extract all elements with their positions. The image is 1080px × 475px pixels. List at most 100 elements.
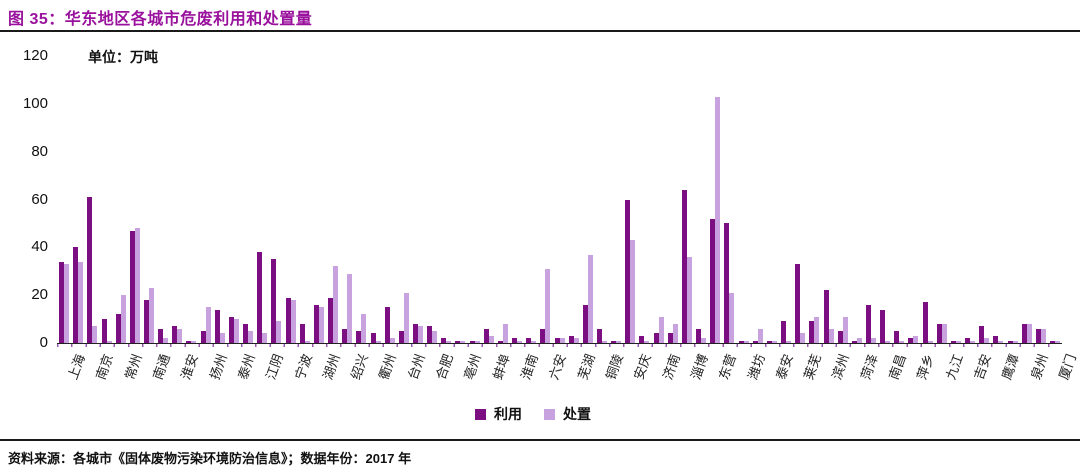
bar-group [878, 56, 892, 343]
bar-utilization [512, 338, 518, 343]
bar-utilization [214, 309, 220, 343]
bar-disposal [814, 316, 820, 343]
bar-disposal [828, 328, 834, 343]
bar-disposal [559, 338, 565, 343]
bar-group [892, 56, 906, 343]
x-axis-label: 上海 [64, 352, 88, 382]
bar-disposal [899, 340, 905, 343]
y-axis-tick: 80 [31, 142, 48, 160]
bar-disposal [389, 338, 395, 343]
x-axis-label: 常州 [121, 352, 145, 382]
bar-disposal [531, 340, 537, 343]
bar-group [906, 56, 920, 343]
bar-utilization [993, 335, 999, 343]
bar-utilization [1035, 328, 1041, 343]
x-axis-label: 扬州 [206, 352, 230, 382]
bar-group [85, 56, 99, 343]
x-axis-label: 淄博 [687, 352, 711, 382]
bar-utilization [979, 326, 985, 343]
bar-utilization [653, 333, 659, 343]
bar-disposal [432, 331, 438, 343]
bar-utilization [795, 264, 801, 343]
bar-utilization [228, 316, 234, 343]
bar-disposal [786, 340, 792, 343]
bar-utilization [1021, 323, 1027, 343]
bar-utilization [908, 338, 914, 343]
bar-utilization [469, 340, 475, 343]
bar-utilization [667, 333, 673, 343]
bar-disposal [417, 326, 423, 343]
bar-group [453, 56, 467, 343]
bar-group [963, 56, 977, 343]
bar-utilization [257, 252, 263, 343]
bar-disposal [163, 338, 169, 343]
bar-group [213, 56, 227, 343]
bar-utilization [781, 321, 787, 343]
bar-disposal [587, 254, 593, 343]
bar-group [57, 56, 71, 343]
bar-disposal [149, 288, 155, 343]
bar-group [411, 56, 425, 343]
bar-group [836, 56, 850, 343]
x-axis-label: 菏泽 [857, 352, 881, 382]
x-axis-label: 济南 [659, 352, 683, 382]
bar-disposal [248, 331, 254, 343]
bar-group [397, 56, 411, 343]
bar-disposal [78, 261, 84, 343]
bar-group [680, 56, 694, 343]
bar-utilization [582, 304, 588, 343]
bar-disposal [106, 340, 112, 343]
bar-utilization [724, 223, 730, 343]
bar-group [609, 56, 623, 343]
bar-group [666, 56, 680, 343]
figure-number: 图 35： [8, 11, 65, 28]
bar-utilization [1007, 340, 1013, 343]
source-body: 各城市《固体废物污染环境防治信息》；数据年份： [73, 451, 366, 466]
bar-utilization [412, 323, 418, 343]
bar-utilization [809, 321, 815, 343]
bar-utilization [186, 340, 192, 343]
bar-disposal [375, 340, 381, 343]
y-axis-tick: 20 [31, 286, 48, 304]
bar-utilization [936, 323, 942, 343]
bar-disposal [1012, 340, 1018, 343]
legend-swatch-disposal [544, 408, 555, 420]
x-axis-label: 宁波 [291, 352, 315, 382]
bar-utilization [752, 340, 758, 343]
bar-disposal [715, 96, 721, 343]
source-note: 资料来源：各城市《固体废物污染环境防治信息》；数据年份：2017 年 [8, 448, 411, 467]
bar-group [552, 56, 566, 343]
bar-group [1005, 56, 1019, 343]
plot-area [57, 56, 1062, 347]
bar-utilization [285, 297, 291, 343]
bar-group [156, 56, 170, 343]
bar-utilization [87, 197, 93, 343]
bar-group [1034, 56, 1048, 343]
bar-utilization [540, 328, 546, 343]
bar-utilization [710, 218, 716, 343]
x-axis-label: 淮安 [178, 352, 202, 382]
bar-disposal [517, 340, 523, 343]
bar-disposal [658, 316, 664, 343]
bar-disposal [984, 338, 990, 343]
bar-disposal [276, 321, 282, 343]
bar-group [255, 56, 269, 343]
x-axis-labels: 上海 南京 常州 南通 淮安 扬州 泰州 江阴 宁波 湖州 绍兴 衢州 台州 合肥 亳州 蚌埠 淮南 六安 芜湖 铜陵… [57, 347, 1079, 403]
bar-group [991, 56, 1005, 343]
bar-group [708, 56, 722, 343]
bar-utilization [73, 247, 79, 343]
bar-group [227, 56, 241, 343]
x-axis-label: 鹰潭 [999, 352, 1023, 382]
bar-disposal [233, 319, 239, 343]
bar-group [1020, 56, 1034, 343]
x-axis-label: 南京 [93, 352, 117, 382]
bar-group [1048, 56, 1062, 343]
y-axis-tick: 100 [22, 94, 48, 112]
bar-disposal [842, 316, 848, 343]
bar-utilization [568, 335, 574, 343]
bar-utilization [639, 335, 645, 343]
bar-utilization [455, 340, 461, 343]
bar-group [312, 56, 326, 343]
bar-disposal [743, 340, 749, 343]
bar-group [581, 56, 595, 343]
